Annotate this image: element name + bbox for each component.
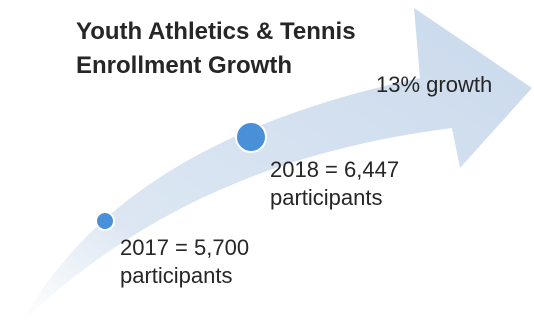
- point-2018-unit: participants: [270, 185, 383, 210]
- marker-2017: [95, 211, 115, 231]
- growth-label: 13% growth: [376, 72, 493, 97]
- point-2017-value: 2017 = 5,700: [120, 235, 250, 260]
- marker-2018: [235, 121, 267, 153]
- curved-arrow-shape: [22, 8, 532, 322]
- point-2017-unit: participants: [120, 263, 233, 288]
- title-line-2: Enrollment Growth: [76, 52, 292, 79]
- point-label-2018: 2018 = 6,447 participants: [270, 156, 399, 212]
- point-2018-value: 2018 = 6,447: [270, 157, 400, 182]
- point-label-2017: 2017 = 5,700 participants: [120, 234, 249, 290]
- title-line-1: Youth Athletics & Tennis: [76, 18, 356, 45]
